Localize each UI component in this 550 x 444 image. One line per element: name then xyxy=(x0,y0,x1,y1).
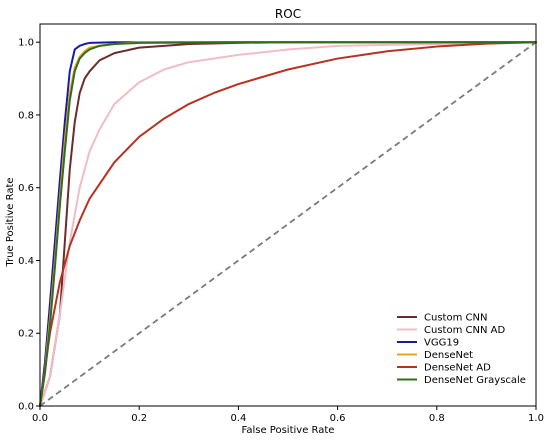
x-tick-label: 0.0 xyxy=(32,413,48,424)
legend-label: Custom CNN AD xyxy=(424,325,505,336)
legend-label: DenseNet Grayscale xyxy=(424,375,526,386)
y-axis-label: True Positive Rate xyxy=(5,177,16,267)
series-line-4 xyxy=(39,41,537,407)
y-tick-label: 0.2 xyxy=(18,329,34,340)
x-tick-label: 0.4 xyxy=(230,413,246,424)
plot-frame xyxy=(39,23,537,407)
x-tick-label: 0.2 xyxy=(131,413,147,424)
y-tick-label: 0.8 xyxy=(18,110,34,121)
plot-background xyxy=(40,24,536,406)
legend-label: DenseNet xyxy=(424,350,473,361)
x-tick-label: 0.6 xyxy=(330,413,346,424)
x-tick-label: 0.8 xyxy=(429,413,445,424)
series-line-5 xyxy=(39,41,537,407)
y-tick-label: 0.6 xyxy=(18,183,34,194)
legend-label: VGG19 xyxy=(424,338,459,349)
plot-area xyxy=(40,24,536,406)
x-tick-label: 1.0 xyxy=(528,413,544,424)
series-lines xyxy=(39,41,537,407)
chance-reference-line xyxy=(39,41,537,407)
y-tick-label: 1.0 xyxy=(18,38,34,49)
chart-title: ROC xyxy=(275,7,301,21)
y-tick-label: 0.4 xyxy=(18,256,34,267)
y-tick-label: 0.0 xyxy=(18,402,34,413)
x-axis-label: False Positive Rate xyxy=(242,425,335,436)
axes: 0.0 0.2 0.4 0.6 0.8 1.0 0.0 0.2 0.4 0.6 0.8 1.0 xyxy=(18,23,544,424)
legend-label: DenseNet AD xyxy=(424,363,491,374)
series-line-1 xyxy=(39,41,537,407)
legend-label: Custom CNN xyxy=(424,313,487,324)
